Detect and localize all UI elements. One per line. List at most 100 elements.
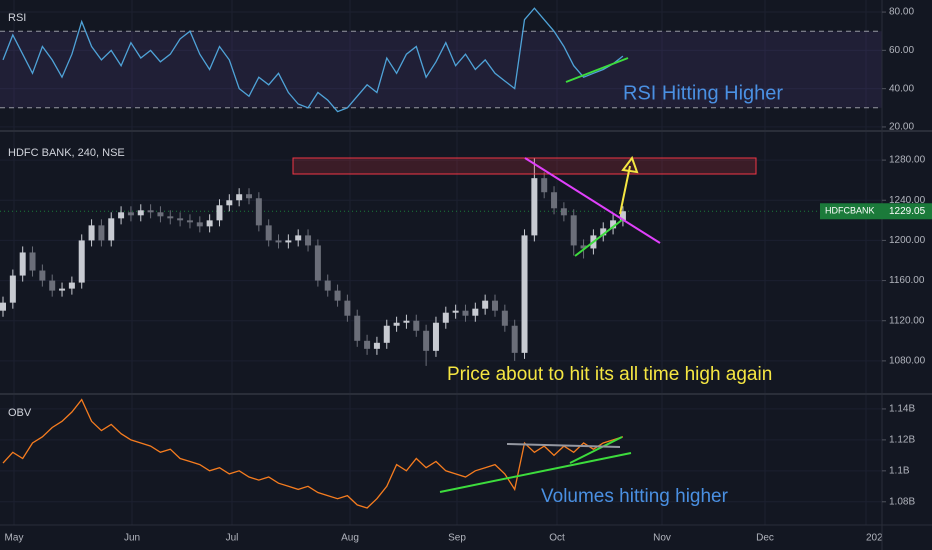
candle-body <box>413 320 420 331</box>
candle-body <box>147 210 154 213</box>
candle-body <box>255 198 262 226</box>
obv-level <box>506 443 621 448</box>
candle-body <box>531 178 538 236</box>
indicator-line <box>2 398 624 509</box>
candle-body <box>177 218 184 221</box>
candle-body <box>305 235 312 246</box>
candle-body <box>560 208 567 216</box>
last-price-label: 1229.05 <box>889 206 926 217</box>
data-layer <box>0 7 626 509</box>
annotation: RSI Hitting Higher <box>623 82 783 104</box>
candle-body <box>246 194 252 199</box>
candle-body <box>196 222 203 227</box>
x-tick-label: Dec <box>756 533 774 544</box>
x-tick-label: Jun <box>124 533 140 544</box>
y-tick-label: 20.00 <box>889 122 914 133</box>
obv-trendline <box>439 452 632 493</box>
candle-body <box>383 325 390 343</box>
drawings <box>292 57 757 493</box>
rsi-band <box>0 31 882 108</box>
candle-body <box>118 212 125 219</box>
candle-body <box>334 290 341 301</box>
candle-body <box>521 235 528 353</box>
candle-body <box>452 310 459 313</box>
candle-body <box>127 212 134 216</box>
candle-body <box>501 310 508 326</box>
candle-body <box>108 218 115 241</box>
candle-body <box>423 330 430 351</box>
candle-body <box>344 300 351 316</box>
candle-body <box>541 178 548 193</box>
arrow-shaft <box>619 165 631 215</box>
candle-body <box>442 312 449 323</box>
annotation: Volumes hitting higher <box>541 486 729 507</box>
candle-body <box>39 270 46 281</box>
candle-body <box>9 275 16 303</box>
grid-layer <box>0 0 882 525</box>
candle-body <box>373 342 380 349</box>
candle-body <box>462 310 469 316</box>
y-tick-label: 40.00 <box>889 83 914 94</box>
candle-body <box>285 240 292 243</box>
candle-body <box>186 220 193 223</box>
candle-body <box>0 302 6 311</box>
annotation: Price about to hit its all time high aga… <box>447 364 772 385</box>
y-tick-label: 1.12B <box>889 435 915 446</box>
candle-body <box>19 252 26 276</box>
x-tick-label: Sep <box>448 533 466 544</box>
symbol-label: HDFCBANK <box>825 206 875 216</box>
pane-title: HDFC BANK, 240, NSE <box>8 147 125 159</box>
candle-body <box>482 300 489 309</box>
candle-body <box>600 228 607 236</box>
y-tick-label: 60.00 <box>889 45 914 56</box>
candle-body <box>580 245 587 249</box>
candle-body <box>68 282 75 289</box>
candle-body <box>137 210 144 216</box>
y-tick-label: 1.1B <box>889 465 910 476</box>
candle-body <box>354 315 361 341</box>
candle-body <box>275 240 282 243</box>
x-axis: May Jun Jul Aug Sep Oct Nov Dec 2021 <box>5 533 889 544</box>
candle-body <box>324 280 331 291</box>
y-tick-label: 1120.00 <box>889 315 925 326</box>
candle-body <box>49 280 56 291</box>
candle-body <box>393 322 400 326</box>
candle-body <box>472 308 479 316</box>
candle-body <box>364 340 371 349</box>
x-tick-label: Oct <box>549 533 565 544</box>
indicator-line <box>2 7 624 113</box>
candle-body <box>432 322 439 351</box>
pane-title: OBV <box>8 407 32 419</box>
x-tick-label: Aug <box>341 533 359 544</box>
pane-title: RSI <box>8 12 26 24</box>
y-tick-label: 1.08B <box>889 496 915 507</box>
candle-body <box>78 240 85 283</box>
candle-body <box>314 245 321 281</box>
candle-body <box>295 235 302 241</box>
candle-body <box>157 212 164 217</box>
candle-body <box>551 192 558 209</box>
y-tick-label: 1080.00 <box>889 356 926 367</box>
candle-body <box>59 288 66 291</box>
y-tick-label: 1.14B <box>889 404 915 415</box>
obv-trendline <box>569 436 623 464</box>
last-price-box <box>820 203 932 220</box>
x-tick-label: Jul <box>226 533 239 544</box>
rsi-trendline <box>565 57 629 83</box>
candle-body <box>216 205 223 221</box>
candle-body <box>167 216 174 219</box>
price-scale <box>882 0 932 550</box>
resistance-line <box>524 157 661 244</box>
support-line <box>574 219 623 257</box>
candle-body <box>492 300 498 311</box>
candle-body <box>403 320 410 323</box>
candle-body <box>226 200 233 206</box>
candle-body <box>511 325 518 353</box>
candle-body <box>206 220 213 227</box>
candle-body <box>265 225 272 241</box>
x-tick-label: May <box>5 533 24 544</box>
scale-labels: 20.00 40.00 60.00 80.00 1080.00 1120.00 1160.0… <box>820 7 932 507</box>
candle-body <box>98 225 105 241</box>
